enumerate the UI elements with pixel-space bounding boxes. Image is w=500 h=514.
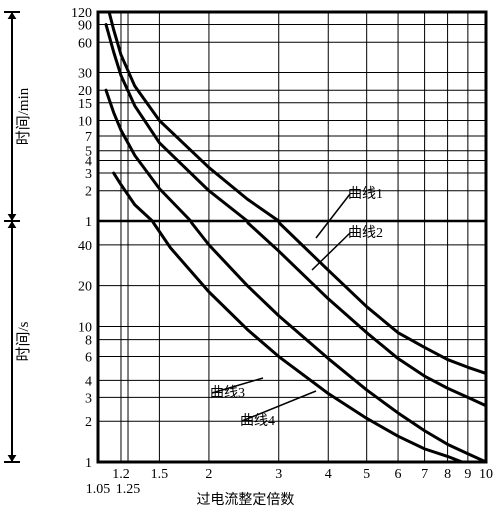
y-tick-label-bottom: 3 xyxy=(85,391,92,406)
y-tick-label-bottom: 6 xyxy=(85,351,92,366)
x-tick-label: 1.2 xyxy=(112,467,130,482)
x-tick-label: 3 xyxy=(275,467,282,482)
y-tick-label-top: 60 xyxy=(78,36,92,51)
y-tick-label-bottom: 40 xyxy=(78,239,92,254)
inverse-time-curve-chart: 曲线1曲线2曲线3曲线41.051.21.251.52345678910过电流整… xyxy=(0,0,500,509)
x-tick-label: 9 xyxy=(464,467,471,482)
y-tick-label-bottom: 2 xyxy=(85,415,92,430)
y-tick-label-bottom: 10 xyxy=(78,320,92,335)
y-tick-label-bottom: 20 xyxy=(78,280,92,295)
y-tick-label-top: 120 xyxy=(71,6,92,21)
y-tick-label-top: 7 xyxy=(85,130,92,145)
y-axis-label-top: 时间/min xyxy=(15,87,32,145)
x-tick-label: 1.5 xyxy=(151,467,169,482)
y-tick-label-bottom: 1 xyxy=(85,456,92,471)
y-tick-label-top: 30 xyxy=(78,67,92,82)
x-tick-label: 10 xyxy=(479,467,493,482)
x-axis-label: 过电流整定倍数 xyxy=(196,492,294,508)
x-tick-label: 6 xyxy=(395,467,402,482)
y-axis-label-bottom: 时间/s xyxy=(15,321,32,361)
curve-label: 曲线3 xyxy=(210,385,245,401)
x-tick-label: 4 xyxy=(325,467,332,482)
x-tick-label: 8 xyxy=(444,467,451,482)
y-tick-label-top: 10 xyxy=(78,114,92,129)
x-tick-label: 7 xyxy=(421,467,428,482)
curve-label: 曲线2 xyxy=(348,225,383,241)
y-tick-label-top: 5 xyxy=(85,145,92,160)
x-tick-label: 1.25 xyxy=(116,482,141,497)
y-tick-label-top: 2 xyxy=(85,185,92,200)
y-tick-label-top: 20 xyxy=(78,84,92,99)
y-tick-label-bottom: 8 xyxy=(85,334,92,349)
y-tick-label-top: 1 xyxy=(85,215,92,230)
y-tick-label-bottom: 4 xyxy=(85,374,92,389)
x-tick-label: 1.05 xyxy=(86,482,111,497)
curve-label: 曲线1 xyxy=(348,186,383,202)
x-tick-label: 2 xyxy=(205,467,212,482)
curve-label: 曲线4 xyxy=(240,413,275,429)
x-tick-label: 5 xyxy=(363,467,370,482)
